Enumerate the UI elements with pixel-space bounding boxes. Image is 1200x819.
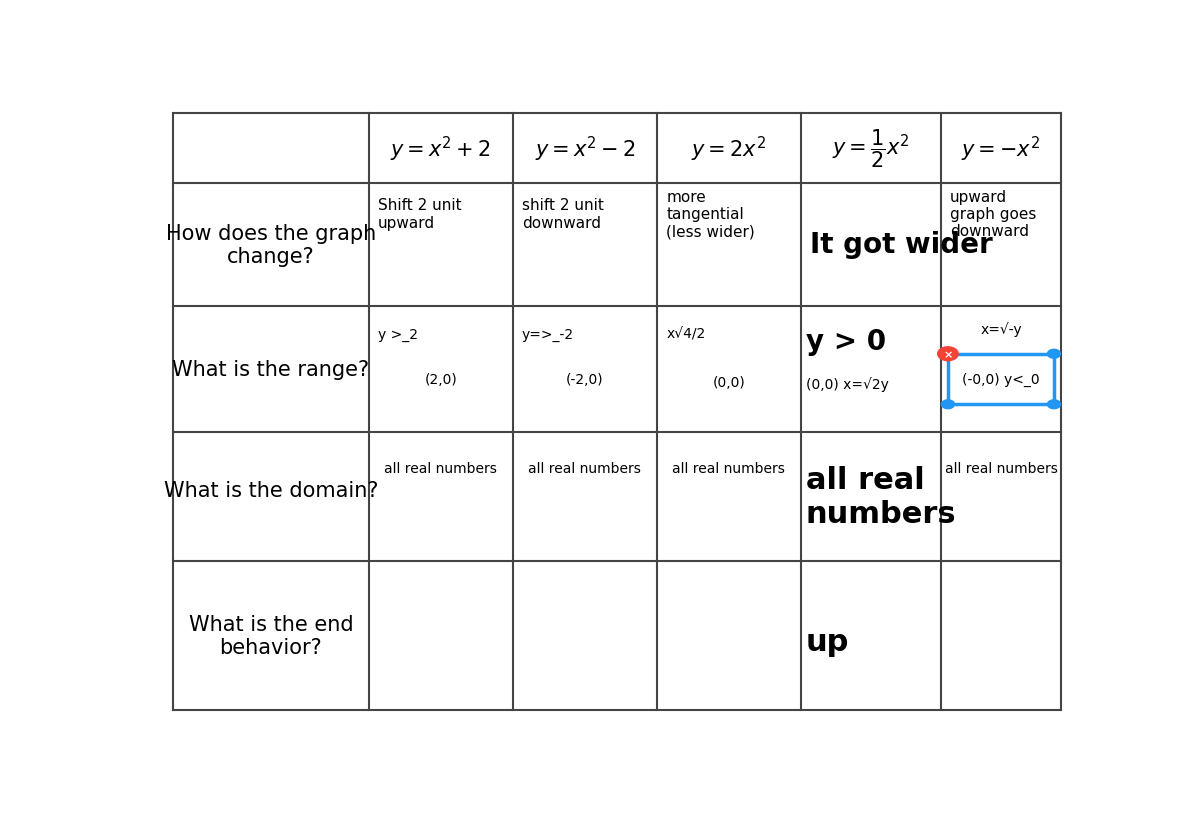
Text: $y = {-}x^2$: $y = {-}x^2$ [961, 134, 1040, 163]
Text: more
tangential
(less wider): more tangential (less wider) [666, 189, 755, 239]
Text: $y = x^2 - 2$: $y = x^2 - 2$ [534, 134, 635, 163]
Circle shape [937, 347, 958, 361]
Text: all real
numbers: all real numbers [805, 466, 956, 528]
Text: all real numbers: all real numbers [672, 462, 785, 476]
Text: (-2,0): (-2,0) [566, 373, 604, 387]
Text: Shift 2 unit
upward: Shift 2 unit upward [378, 198, 462, 230]
Text: up: up [805, 627, 850, 657]
Text: all real numbers: all real numbers [384, 462, 497, 476]
Text: What is the end
behavior?: What is the end behavior? [188, 614, 353, 658]
Text: What is the domain?: What is the domain? [163, 481, 378, 501]
Text: all real numbers: all real numbers [528, 462, 641, 476]
Text: $y = x^2 + 2$: $y = x^2 + 2$ [390, 134, 491, 163]
Circle shape [1048, 350, 1061, 359]
Text: (0,0): (0,0) [713, 375, 745, 389]
Circle shape [942, 350, 954, 359]
Text: x√4/2: x√4/2 [666, 327, 706, 342]
Circle shape [1048, 400, 1061, 410]
Text: How does the graph
change?: How does the graph change? [166, 224, 376, 266]
Text: (0,0) x=√2y: (0,0) x=√2y [805, 378, 888, 392]
Text: y >_2: y >_2 [378, 327, 418, 342]
Text: shift 2 unit
downward: shift 2 unit downward [522, 198, 604, 230]
Text: ×: × [943, 350, 953, 360]
Text: It got wider: It got wider [810, 231, 994, 259]
Text: all real numbers: all real numbers [944, 462, 1057, 476]
Text: $y = \dfrac{1}{2}x^2$: $y = \dfrac{1}{2}x^2$ [832, 128, 910, 170]
Text: y > 0: y > 0 [805, 328, 886, 355]
Text: upward
graph goes
downward: upward graph goes downward [950, 189, 1036, 239]
Text: (-0,0) y<_0: (-0,0) y<_0 [962, 373, 1039, 387]
Text: (2,0): (2,0) [425, 373, 457, 387]
Circle shape [942, 400, 954, 410]
Text: y=>_-2: y=>_-2 [522, 327, 574, 342]
Text: What is the range?: What is the range? [173, 360, 370, 379]
Text: x=√-y: x=√-y [980, 322, 1021, 337]
Text: $y = 2x^2$: $y = 2x^2$ [691, 134, 767, 163]
